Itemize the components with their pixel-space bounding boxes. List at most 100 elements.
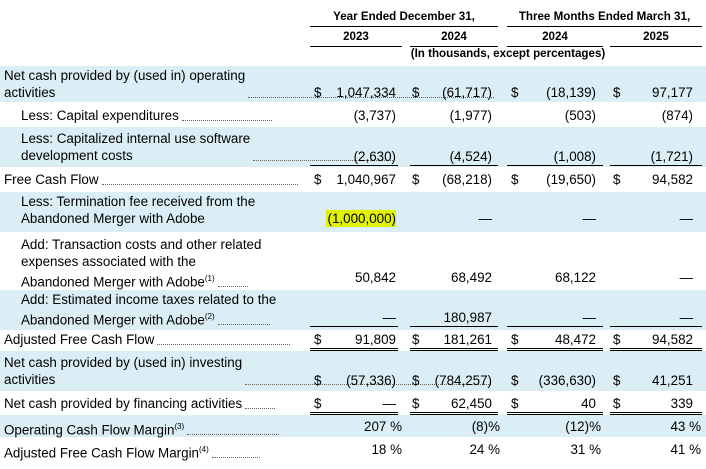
value: 41,251 <box>652 373 693 388</box>
column-header-2024-q1: 2024 <box>507 30 603 47</box>
units-note: (In thousands, except percentages) <box>410 47 606 60</box>
currency-symbol: $ <box>613 396 621 411</box>
value-cell: (874) <box>613 107 693 124</box>
currency-symbol: $ <box>314 373 322 388</box>
value: (784,257) <box>434 373 492 388</box>
value: — <box>478 211 492 226</box>
value-cell: $ (336,630) <box>511 372 596 389</box>
value: 43 % <box>670 419 701 434</box>
value: 50,842 <box>355 270 396 285</box>
value: 1,040,967 <box>336 172 396 187</box>
value: (503) <box>564 108 596 123</box>
value: 24 % <box>469 442 500 457</box>
value: 18 % <box>371 442 402 457</box>
value: (8)% <box>471 419 500 434</box>
footnote-marker: (3) <box>174 422 185 431</box>
column-header-2024: 2024 <box>410 30 498 47</box>
value-cell: $1,047,334 <box>314 84 396 101</box>
value: (1,008) <box>553 149 596 164</box>
value-cell: 41 % <box>613 441 701 458</box>
row-band <box>0 415 706 437</box>
column-header-2025-q1: 2025 <box>610 30 702 47</box>
label-operating-activities: Net cash provided by (used in) operating… <box>4 67 495 101</box>
value-cell: 18 % <box>314 441 402 458</box>
label-income-taxes: Add: Estimated income taxes related to t… <box>21 291 276 328</box>
row-band <box>0 290 706 330</box>
value: 40 <box>581 396 596 411</box>
value: (336,630) <box>538 373 596 388</box>
value: (2,630) <box>353 149 396 164</box>
value-cell: (1,008) <box>507 148 603 166</box>
value: — <box>582 310 596 325</box>
value: 91,809 <box>355 332 396 347</box>
label-line: Less: Capital expenditures <box>21 108 272 123</box>
value: (874) <box>661 108 693 123</box>
label-line: Net cash provided by (used in) investing <box>4 355 243 370</box>
footnote-marker: (4) <box>199 445 209 454</box>
label-line: Net cash provided by (used in) operating <box>4 68 246 83</box>
value-cell: 180,987 <box>410 309 498 327</box>
value-cell: $94,582 <box>613 171 693 188</box>
value-cell: $41,251 <box>613 372 693 389</box>
label-line: Free Cash Flow <box>4 172 297 187</box>
value-cell: $339 <box>610 395 702 415</box>
currency-symbol: $ <box>412 396 420 411</box>
value-cell: $ — <box>310 395 398 415</box>
label-adjusted-free-cash-flow: Adjusted Free Cash Flow <box>4 331 292 348</box>
value-cell: $1,040,967 <box>314 171 396 188</box>
label-line-text: Abandoned Merger with Adobe <box>21 274 205 290</box>
label-line-text: Abandoned Merger with Adobe <box>21 312 205 328</box>
value-cell: — <box>412 210 492 227</box>
label-transaction-costs: Add: Transaction costs and other related… <box>21 236 261 290</box>
value-cell: — <box>613 210 693 227</box>
value-cell: 68,492 <box>412 269 492 286</box>
label-line: Abandoned Merger with Adobe(1) <box>21 270 248 290</box>
value-cell: $ (19,650) <box>511 171 596 188</box>
label-line-text: Adjusted Free Cash Flow Margin <box>4 445 199 461</box>
value-cell: 207 % <box>314 418 402 435</box>
value: (12)% <box>565 419 601 434</box>
value-cell: $94,582 <box>610 331 702 351</box>
value-cell: (8)% <box>412 418 500 435</box>
value-cell: 43 % <box>613 418 701 435</box>
currency-symbol: $ <box>412 332 420 347</box>
value-cell: $97,177 <box>613 84 693 101</box>
row-band <box>0 66 706 102</box>
value: — <box>382 396 396 411</box>
footnote-marker: (1) <box>204 274 215 283</box>
value-cell: — <box>613 269 693 286</box>
header-year-ended: Year Ended December 31, <box>310 10 498 27</box>
currency-symbol: $ <box>613 332 621 347</box>
value: 48,472 <box>555 332 596 347</box>
value-cell: 31 % <box>511 441 601 458</box>
value: 339 <box>670 396 693 411</box>
value: 97,177 <box>652 85 693 100</box>
currency-symbol: $ <box>511 396 519 411</box>
value-cell: (503) <box>511 107 596 124</box>
value: 31 % <box>570 442 601 457</box>
currency-symbol: $ <box>412 85 420 100</box>
value: 1,047,334 <box>336 85 396 100</box>
currency-symbol: $ <box>613 373 621 388</box>
label-operating-cash-flow-margin: Operating Cash Flow Margin(3) <box>4 418 280 438</box>
label-line: expenses associated with the <box>21 254 196 269</box>
value: — <box>382 310 396 325</box>
value: (19,650) <box>546 172 596 187</box>
value: — <box>679 270 693 285</box>
currency-symbol: $ <box>314 332 322 347</box>
column-header-2023: 2023 <box>310 30 402 47</box>
value-cell: 24 % <box>412 441 500 458</box>
label-line: Operating Cash Flow Margin(3) <box>4 418 280 438</box>
value-cell: — <box>610 309 702 327</box>
label-line: Abandoned Merger with Adobe(2) <box>21 308 270 328</box>
value-cell: $40 <box>507 395 603 415</box>
value: — <box>582 211 596 226</box>
value-cell: $ (68,218) <box>412 171 492 188</box>
currency-symbol: $ <box>314 396 322 411</box>
value-cell: (1,000,000) <box>314 210 396 227</box>
label-line: activities <box>4 84 495 101</box>
value: (68,218) <box>442 172 492 187</box>
header-three-months: Three Months Ended March 31, <box>507 10 702 27</box>
label-investing-activities: Net cash provided by (used in) investing… <box>4 354 492 388</box>
value-cell: $ (57,336) <box>314 372 396 389</box>
